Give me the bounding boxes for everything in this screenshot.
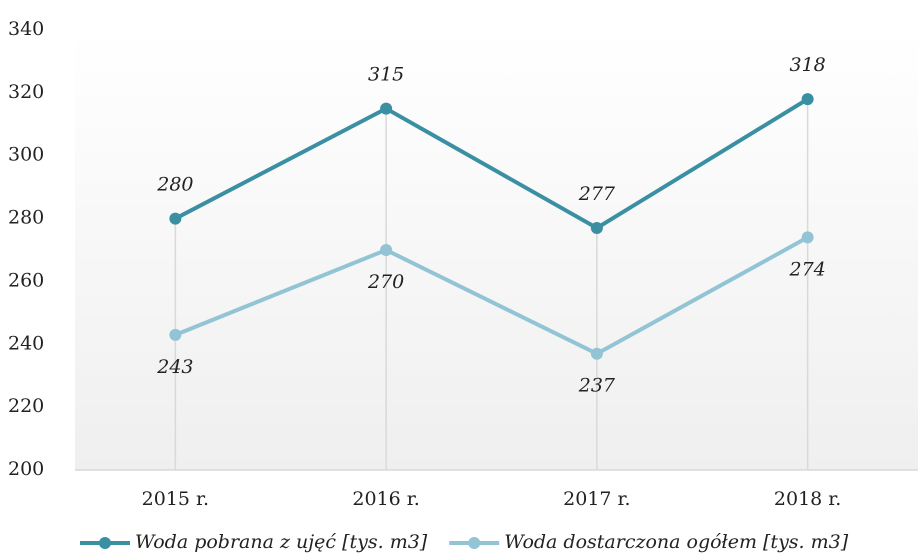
series-line xyxy=(174,97,809,230)
y-tick-label: 240 xyxy=(8,332,44,354)
data-label: 270 xyxy=(367,271,404,293)
data-point xyxy=(801,93,814,106)
x-tick-label: 2017 r. xyxy=(563,488,630,510)
x-tick-label: 2015 r. xyxy=(142,488,209,510)
data-point xyxy=(169,212,182,225)
y-tick-label: 200 xyxy=(8,458,44,480)
data-point xyxy=(590,347,603,360)
data-point xyxy=(380,244,393,256)
y-tick-label: 300 xyxy=(8,144,44,166)
data-label: 277 xyxy=(578,183,616,205)
x-tick-label: 2018 r. xyxy=(774,488,841,510)
legend-marker xyxy=(468,537,481,549)
data-point xyxy=(169,328,182,341)
data-label: 237 xyxy=(578,375,616,397)
data-point xyxy=(380,102,393,115)
y-tick-label: 260 xyxy=(8,269,44,291)
data-point xyxy=(801,231,814,244)
plot-background xyxy=(75,30,918,470)
y-tick-label: 280 xyxy=(8,207,44,229)
series-line xyxy=(174,235,809,356)
data-label: 274 xyxy=(788,258,825,280)
legend-label: Woda dostarczona ogółem [tys. m3] xyxy=(504,531,849,553)
legend-label: Woda pobrana z ujęć [tys. m3] xyxy=(135,531,428,553)
data-label: 280 xyxy=(156,174,193,196)
data-label: 315 xyxy=(368,64,404,86)
data-label: 318 xyxy=(789,54,825,76)
y-tick-label: 340 xyxy=(8,18,44,40)
data-label: 243 xyxy=(156,356,193,378)
data-point xyxy=(590,222,603,234)
legend-marker xyxy=(99,537,111,549)
x-tick-label: 2016 r. xyxy=(352,488,419,510)
y-tick-label: 220 xyxy=(8,395,44,417)
y-tick-label: 320 xyxy=(8,81,44,103)
